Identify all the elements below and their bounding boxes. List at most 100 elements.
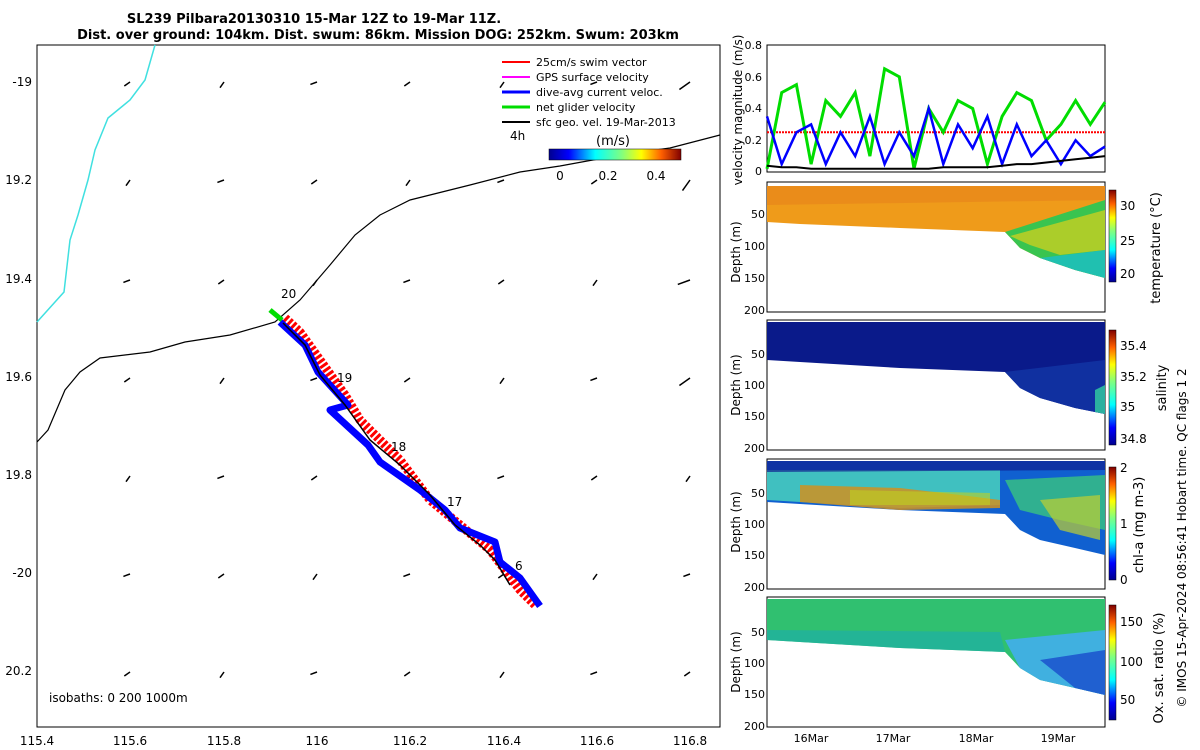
vel-y-tick: 0: [755, 165, 762, 178]
current-arrow-18: [497, 279, 505, 285]
time-tick: 17Mar: [876, 732, 911, 745]
y-tick-label: -19: [12, 75, 32, 89]
current-arrow-27: [678, 377, 691, 387]
current-arrow-46: [499, 671, 505, 679]
ox-y-tick: 100: [744, 657, 765, 670]
ox-cbar-tick: 100: [1120, 655, 1143, 669]
current-arrow-38: [403, 573, 411, 578]
current-arrow-2: [310, 81, 318, 86]
legend-item-gps: GPS surface velocity: [536, 71, 649, 84]
current-arrow-24: [403, 377, 411, 383]
sal-cbar-tick: 35.2: [1120, 370, 1147, 384]
sal-cbar-tick: 35.4: [1120, 339, 1147, 353]
x-tick-label: 115.8: [207, 734, 241, 748]
x-tick-label: 115.4: [20, 734, 54, 748]
glider-track: [268, 308, 543, 609]
chla-cbar-tick: 0: [1120, 573, 1128, 587]
time-tick: 18Mar: [959, 732, 994, 745]
temp-y-tick: 100: [744, 240, 765, 253]
vel-y-tick: 0.6: [745, 71, 763, 84]
y-tick-label: -20: [12, 566, 32, 580]
map-colorbar: [548, 148, 682, 161]
x-tick-label: 116.4: [487, 734, 521, 748]
current-arrow-44: [310, 671, 318, 676]
velocity-line-2: [765, 66, 1107, 170]
temp-cbar-tick: 20: [1120, 267, 1135, 281]
y-tick-label: 19.4: [5, 272, 32, 286]
colorbar-time-label: 4h: [510, 129, 525, 143]
current-arrow-32: [497, 475, 505, 480]
current-arrow-14: [123, 279, 131, 284]
time-tick: 19Mar: [1041, 732, 1076, 745]
current-arrow-21: [123, 377, 131, 383]
sal-cbar-tick: 34.8: [1120, 432, 1147, 446]
vel-ylabel: velocity magnitude (m/s): [731, 35, 745, 186]
isobaths-label: isobaths: 0 200 1000m: [49, 691, 188, 705]
current-arrow-19: [592, 279, 598, 287]
time-tick: 16Mar: [794, 732, 829, 745]
temp-y-tick: 150: [744, 272, 765, 285]
current-arrow-20: [677, 279, 691, 286]
sal-y-tick: 200: [744, 442, 765, 455]
temperature-panel: 30 25 20 temperature (°C) Depth (m) 50 1…: [729, 181, 1164, 317]
current-arrow-41: [683, 573, 691, 578]
current-arrow-6: [678, 81, 691, 91]
legend-item-dive-avg: dive-avg current veloc.: [536, 86, 663, 99]
ox-cbar-tick: 50: [1120, 693, 1135, 707]
sal-y-tick: 50: [751, 348, 765, 361]
current-arrow-22: [219, 377, 225, 385]
map-panel: 20 19 18 17 6 115.4 115.6 115.8 116 116.…: [5, 44, 721, 748]
day-label: 6: [515, 559, 523, 573]
x-tick-label: 116.2: [393, 734, 427, 748]
y-tick-label: 20.2: [5, 664, 32, 678]
current-arrow-9: [310, 179, 318, 185]
current-arrow-17: [403, 279, 411, 284]
temp-y-tick: 50: [751, 208, 765, 221]
current-arrow-26: [590, 377, 598, 382]
current-arrow-8: [217, 179, 225, 184]
velocity-panel: 0.8 0.6 0.4 0.2 0 velocity magnitude (m/…: [731, 35, 1107, 186]
ox-y-tick: 150: [744, 688, 765, 701]
map-y-axis: -19 19.2 19.4 19.6 19.8 -20 20.2: [5, 75, 32, 678]
vel-y-tick: 0.2: [745, 134, 763, 147]
current-arrow-36: [217, 573, 225, 579]
sal-cbar-tick: 35: [1120, 400, 1135, 414]
current-arrow-40: [592, 573, 598, 581]
velocity-line-4: [766, 155, 1106, 170]
sal-y-tick: 150: [744, 410, 765, 423]
x-tick-label: 116: [306, 734, 329, 748]
temp-y-tick: 200: [744, 304, 765, 317]
temp-cbar-label: temperature (°C): [1149, 192, 1164, 304]
legend-item-sfc: sfc geo. vel. 19-Mar-2013: [536, 116, 676, 129]
temp-cbar-tick: 30: [1120, 199, 1135, 213]
ox-cbar-tick: 150: [1120, 615, 1143, 629]
title-line-1: SL239 Pilbara20130310 15-Mar 12Z to 19-M…: [127, 12, 501, 27]
velocity-line-3: [765, 103, 1106, 169]
colorbar-tick: 0: [556, 169, 564, 183]
chla-cbar-tick: 2: [1120, 461, 1128, 475]
oxygen-panel: 150 100 50 Ox. sat. ratio (%) Depth (m) …: [729, 596, 1167, 733]
title-line-2: Dist. over ground: 104km. Dist. swum: 86…: [77, 28, 679, 43]
legend-item-swim: 25cm/s swim vector: [536, 56, 647, 69]
chla-ylabel: Depth (m): [729, 491, 743, 552]
current-arrow-25: [499, 377, 505, 385]
chla-y-tick: 50: [751, 487, 765, 500]
colorbar-units: (m/s): [596, 134, 630, 149]
chla-cbar-tick: 1: [1120, 517, 1128, 531]
ox-ylabel: Depth (m): [729, 631, 743, 692]
chla-y-tick: 200: [744, 581, 765, 594]
current-arrow-15: [217, 279, 225, 285]
current-arrow-43: [219, 671, 225, 679]
current-arrow-4: [499, 81, 505, 89]
current-arrow-35: [123, 573, 131, 578]
day-label: 17: [447, 495, 462, 509]
current-arrow-7: [125, 179, 131, 187]
day-label: 19: [337, 371, 352, 385]
current-arrow-37: [312, 573, 318, 581]
credit-text: © IMOS 15-Apr-2024 08:56:41 Hobart time.…: [1175, 368, 1189, 707]
current-arrow-13: [681, 179, 691, 192]
sal-y-tick: 100: [744, 379, 765, 392]
y-tick-label: 19.2: [5, 173, 32, 187]
temp-cbar-tick: 25: [1120, 234, 1135, 248]
time-axis: 16Mar 17Mar 18Mar 19Mar: [794, 732, 1076, 745]
